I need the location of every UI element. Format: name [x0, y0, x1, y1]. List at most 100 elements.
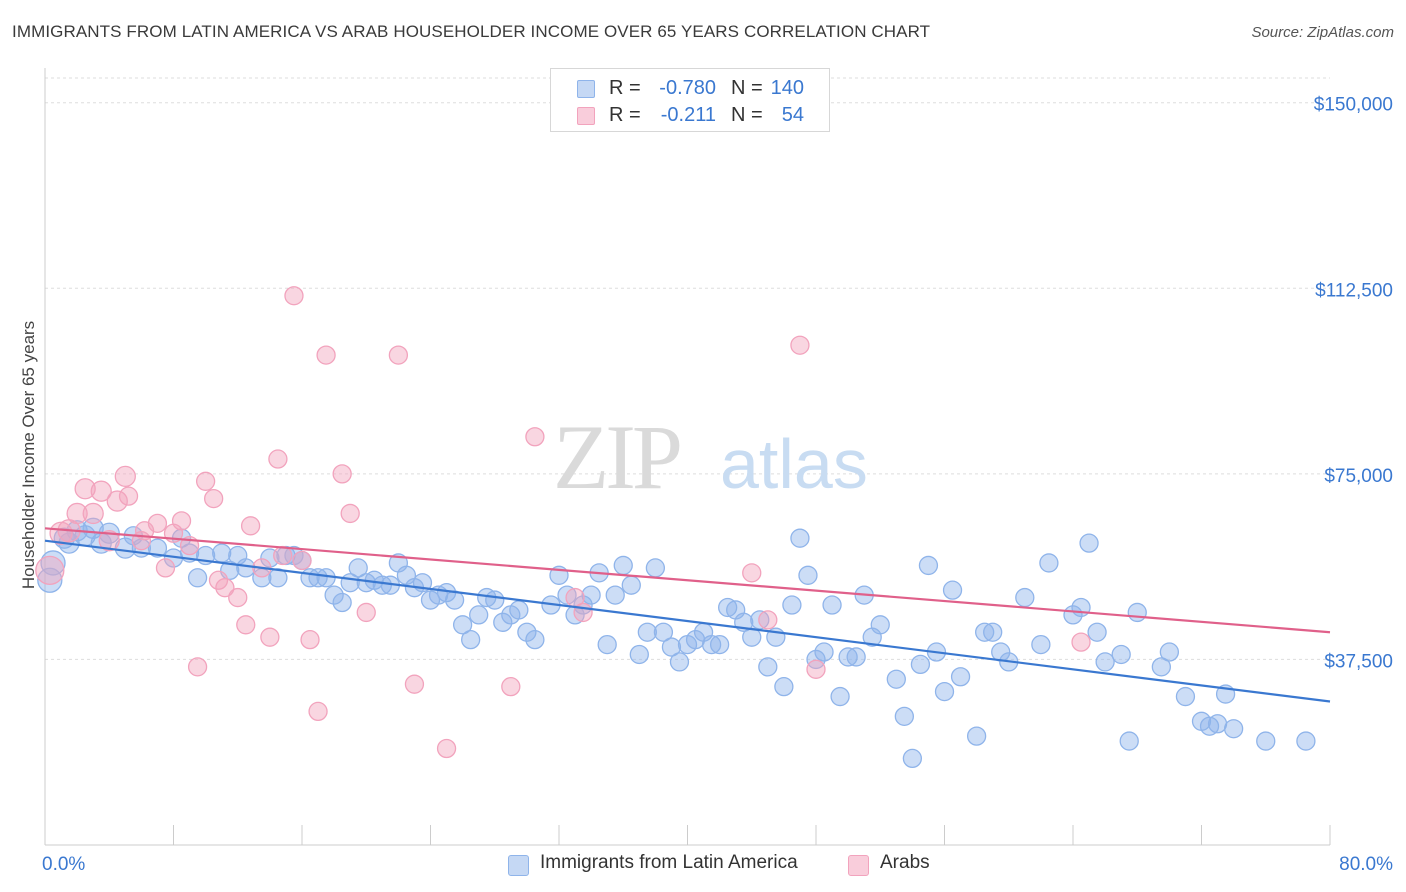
- latin-america-point: [1031, 634, 1051, 655]
- latin-america-point: [236, 558, 256, 578]
- latin-america-point: [1087, 622, 1107, 642]
- arab-point: [187, 657, 208, 677]
- legend-n-label: N =: [731, 104, 763, 126]
- bottom-legend-label: Immigrants from Latin America: [540, 852, 798, 873]
- arab-point: [316, 345, 336, 365]
- y-tick-label: $112,500: [1315, 280, 1393, 301]
- arab-point: [66, 502, 88, 525]
- latin-america-point: [1111, 644, 1131, 665]
- latin-america-point: [758, 657, 778, 677]
- latin-america-point: [782, 595, 802, 615]
- arab-point: [118, 486, 139, 506]
- arab-point: [208, 570, 229, 590]
- latin-america-point: [798, 565, 818, 585]
- arab-point: [525, 427, 545, 447]
- bottom-legend-swatch-latin-america: [508, 855, 529, 876]
- arab-point: [356, 602, 376, 623]
- latin-america-point: [629, 644, 649, 665]
- axes: [44, 68, 1331, 846]
- arab-point: [308, 701, 328, 722]
- arab-point: [436, 738, 457, 759]
- arab-point: [98, 530, 120, 552]
- y-tick-label: $150,000: [1314, 95, 1393, 116]
- latin-america-point: [605, 585, 625, 605]
- arab-point: [332, 464, 352, 484]
- arab-point: [114, 465, 136, 487]
- latin-america-point: [846, 647, 866, 667]
- latin-america-point: [324, 585, 344, 605]
- latin-america-point: [645, 558, 666, 578]
- series-arabs-points: [35, 286, 1091, 759]
- latin-america-point: [372, 575, 392, 595]
- latin-america-point: [461, 629, 481, 650]
- y-axis-label: Householder Income Over 65 years: [19, 321, 38, 589]
- latin-america-point: [613, 555, 633, 576]
- latin-america-point: [316, 568, 336, 588]
- latin-america-point: [838, 647, 858, 667]
- latin-america-point: [950, 667, 971, 687]
- arab-point: [292, 550, 312, 571]
- arab-point: [758, 610, 778, 630]
- legend-n-value: 54: [781, 104, 804, 126]
- latin-america-point: [581, 585, 601, 605]
- arab-point: [501, 677, 521, 697]
- latin-america-point: [886, 669, 906, 689]
- latin-america-point: [187, 568, 208, 588]
- latin-america-point: [975, 622, 995, 642]
- latin-america-point: [1175, 686, 1196, 707]
- trend-lines: [44, 527, 1331, 703]
- legend-n-label: N =: [731, 77, 763, 99]
- latin-america-point: [942, 580, 963, 600]
- latin-america-point: [894, 706, 914, 726]
- y-tick-label: $75,000: [1324, 466, 1393, 487]
- x-tick-label: 0.0%: [42, 854, 85, 875]
- latin-america-point: [1151, 657, 1171, 677]
- latin-america-point: [517, 622, 537, 642]
- latin-america-point: [790, 528, 810, 548]
- arab-point: [171, 511, 192, 531]
- latin-america-point: [597, 634, 617, 655]
- x-tick-label: 80.0%: [1339, 854, 1393, 875]
- arab-point: [273, 545, 293, 566]
- latin-america-point: [1095, 652, 1115, 672]
- source-label: Source: ZipAtlas.com: [1251, 24, 1394, 41]
- arab-point: [340, 503, 360, 524]
- latin-america-point: [918, 555, 939, 576]
- latin-america-point: [902, 748, 923, 769]
- arab-point: [147, 513, 168, 534]
- latin-america-point: [653, 622, 674, 642]
- tick-labels: $37,500 $75,000 $112,500 $150,000 0.0% 80.0%: [42, 95, 1393, 875]
- latin-america-point: [1079, 533, 1099, 553]
- arab-point: [268, 449, 288, 469]
- arab-point: [388, 345, 409, 365]
- latin-america-point: [1296, 731, 1316, 751]
- latin-america-point: [493, 612, 513, 632]
- arabs-trend-line: [44, 527, 1331, 634]
- y-tick-label: $37,500: [1324, 651, 1393, 672]
- latin-america-trend-line: [44, 539, 1331, 703]
- legend-r-value: -0.780: [659, 77, 716, 99]
- arab-point: [236, 615, 256, 635]
- arab-point: [49, 521, 73, 545]
- latin-america-point: [966, 726, 987, 746]
- bottom-legend-swatch-arabs: [848, 855, 869, 876]
- arab-point: [195, 471, 216, 491]
- latin-america-point: [910, 654, 931, 675]
- legend-swatch-latin-america: [577, 80, 595, 98]
- latin-america-point: [814, 642, 834, 662]
- latin-america-point: [332, 592, 352, 613]
- arab-point: [106, 490, 128, 512]
- arab-point: [90, 480, 112, 502]
- latin-america-point: [669, 652, 690, 672]
- latin-america-point: [1207, 714, 1228, 734]
- watermark: ZIP atlas: [553, 406, 868, 508]
- latin-america-point: [1223, 719, 1244, 739]
- legend-r-value: -0.211: [660, 104, 716, 126]
- arab-point: [215, 578, 235, 598]
- arab-point: [228, 587, 248, 608]
- latin-america-point: [621, 575, 641, 595]
- watermark-atlas: atlas: [720, 425, 868, 503]
- latin-america-point: [1256, 731, 1276, 751]
- legend-row-latin-america: R = -0.780 N = 140: [551, 75, 829, 101]
- arab-point: [790, 335, 810, 355]
